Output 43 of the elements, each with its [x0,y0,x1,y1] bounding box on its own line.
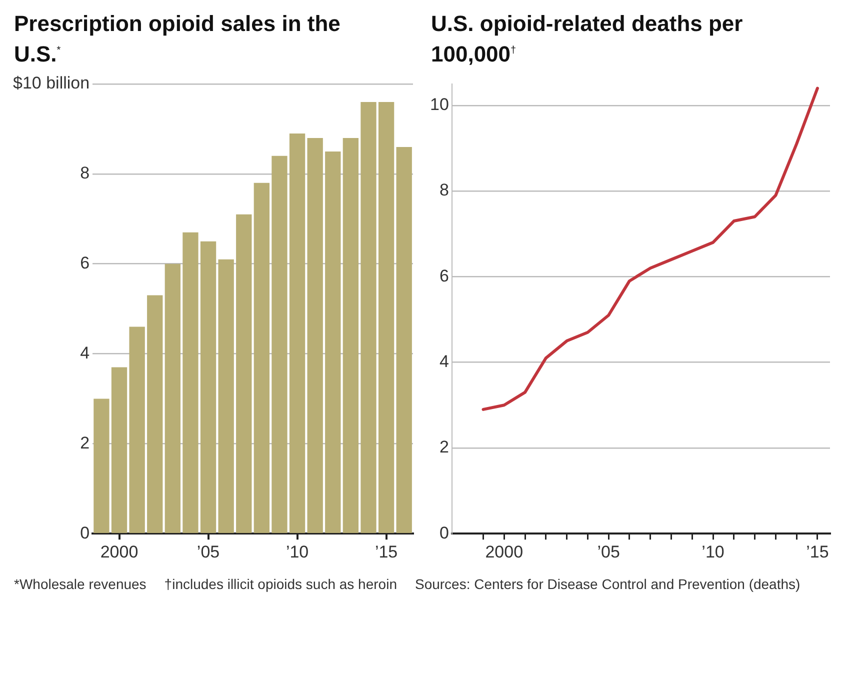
bar [147,295,163,533]
bar [360,102,376,533]
bar [307,138,323,533]
bar [325,151,341,533]
x-tick-label: 2000 [485,542,524,562]
text: *Wholesale revenues [14,576,146,592]
y-tick-label: 8 [439,180,449,200]
bar [342,138,359,533]
y-tick-label: 0 [439,523,449,542]
bar [94,398,110,533]
y-tick-label: 10 [430,95,449,114]
y-tick-label: 4 [439,352,449,372]
x-tick-label: ’10 [702,542,724,562]
source-note: Sources: Centers for Disease Control and Prevention (deaths) [414,576,800,592]
chart-title: U.S. opioid-related deaths per 100,000$^{†}$ [430,10,744,68]
x-tick-label: ’15 [806,542,829,562]
y-tick-label: 6 [439,266,449,286]
bar [200,241,216,533]
bar [254,182,270,533]
y-tick-label: 0 [80,523,90,542]
bar [164,264,180,533]
bar [111,367,128,533]
chart-title: Prescription opioid sales in the U.S.$^{*}$ [13,10,342,68]
bar [378,102,394,533]
x-tick-label: 2000 [100,542,138,562]
bar [236,214,252,533]
text: †includes illicit opioids such as heroin [164,576,397,592]
y-tick-label: $10 billion [12,74,90,93]
y-tick-label: 6 [80,254,90,273]
y-tick-label: 8 [80,164,90,183]
bar [182,232,198,533]
x-tick-label: ’05 [597,542,620,562]
y-tick-label: 4 [80,343,90,362]
bar [396,146,412,533]
y-tick-label: 2 [439,438,449,457]
y-tick-label: 2 [80,433,90,452]
x-tick-label: ’05 [196,542,220,562]
bar [289,133,306,533]
x-tick-label: ’15 [374,542,398,562]
bar [272,156,288,533]
bar [129,326,145,533]
bar [218,259,234,533]
x-tick-label: ’10 [286,542,309,562]
